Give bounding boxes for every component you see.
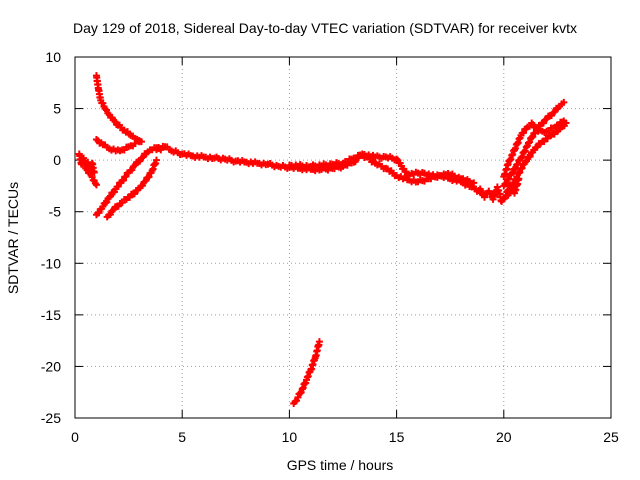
data-marks bbox=[75, 72, 570, 408]
data-point bbox=[139, 182, 147, 190]
y-tick-label: -15 bbox=[41, 307, 61, 323]
data-point bbox=[393, 155, 401, 163]
data-point bbox=[92, 181, 100, 189]
data-point bbox=[505, 175, 513, 183]
y-tick-label: -10 bbox=[41, 255, 61, 271]
data-point bbox=[560, 117, 568, 125]
data-point bbox=[114, 182, 122, 190]
data-point bbox=[105, 193, 113, 201]
data-point bbox=[128, 166, 136, 174]
data-point bbox=[522, 157, 530, 165]
data-point bbox=[521, 158, 529, 166]
data-point bbox=[103, 198, 111, 206]
data-point bbox=[135, 137, 143, 145]
y-axis-label: SDTVAR / TECUs bbox=[5, 182, 21, 294]
y-tick-label: -25 bbox=[41, 410, 61, 426]
data-point bbox=[152, 156, 160, 164]
data-point bbox=[502, 179, 510, 187]
data-point bbox=[521, 147, 529, 155]
data-point bbox=[315, 338, 323, 346]
x-axis-label: GPS time / hours bbox=[287, 457, 394, 473]
chart-title: Day 129 of 2018, Sidereal Day-to-day VTE… bbox=[73, 20, 577, 36]
data-point bbox=[518, 164, 526, 172]
y-tick-label: 0 bbox=[53, 152, 61, 168]
data-point bbox=[106, 210, 114, 218]
x-tick-label: 5 bbox=[178, 429, 186, 445]
data-point bbox=[119, 176, 127, 184]
x-tick-label: 15 bbox=[389, 429, 405, 445]
x-tick-label: 20 bbox=[496, 429, 512, 445]
y-tick-label: 10 bbox=[45, 49, 61, 65]
data-point bbox=[516, 168, 524, 176]
data-point bbox=[122, 172, 130, 180]
data-point bbox=[107, 192, 115, 200]
data-point bbox=[526, 152, 534, 160]
y-tick-label: 5 bbox=[53, 101, 61, 117]
data-point bbox=[560, 98, 568, 106]
x-tick-label: 25 bbox=[603, 429, 619, 445]
x-tick-label: 0 bbox=[71, 429, 79, 445]
grid-lines bbox=[75, 57, 611, 418]
x-tick-label: 10 bbox=[282, 429, 298, 445]
data-point bbox=[95, 209, 103, 217]
y-tick-label: -20 bbox=[41, 358, 61, 374]
y-tick-label: -5 bbox=[49, 204, 62, 220]
data-point bbox=[145, 173, 153, 181]
data-point bbox=[526, 138, 534, 146]
data-point bbox=[520, 129, 528, 137]
axis-ticks: 0 5 10 15 20 25 10 5 0 -5 -10 -15 -20 -25 bbox=[41, 49, 619, 445]
data-point bbox=[470, 179, 478, 187]
plot-frame bbox=[74, 56, 612, 419]
